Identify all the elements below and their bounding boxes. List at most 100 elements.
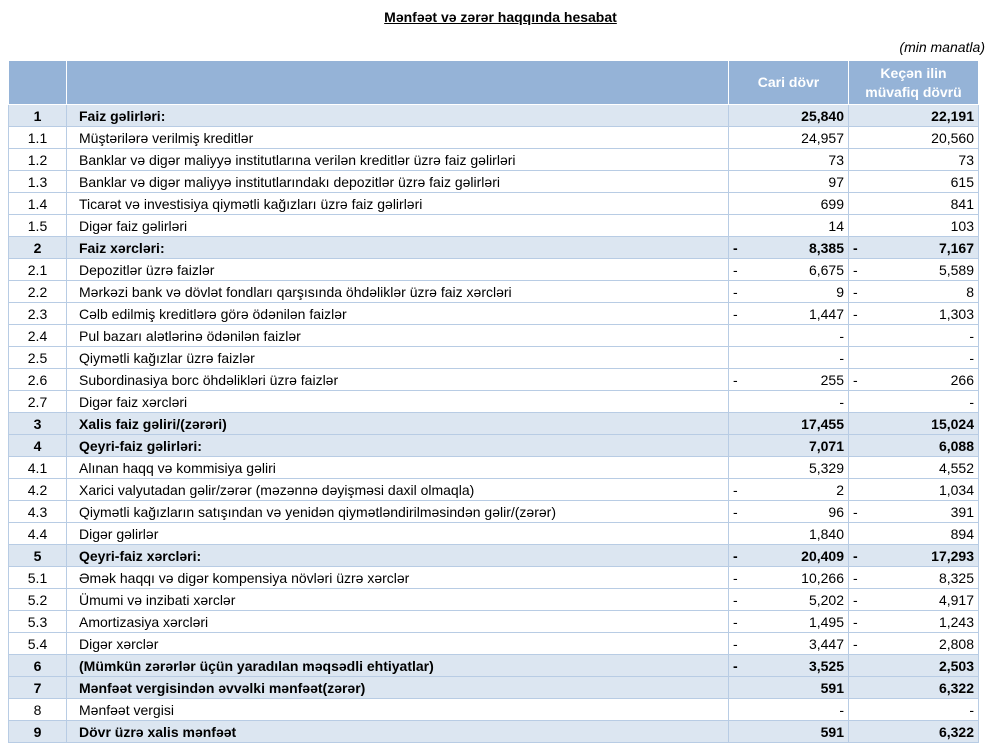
unit-note: (min manatla) [899,39,985,55]
amount-cell: 894 [848,522,979,545]
table-row: 2.6 Subordinasiya borc öhdəlikləri üzrə f… [8,368,979,391]
row-label: Xalis faiz gəliri/(zərəri) [66,412,729,435]
amount-cell: 103 [848,214,979,237]
amount: - [853,392,974,412]
sign: - [853,569,858,586]
table-row: 6 (Mümkün zərərlər üçün yaradılan məqsədl… [8,654,979,677]
value: 103 [950,217,974,234]
amount: - 8,385 [733,238,844,258]
amount: 103 [853,216,974,236]
report-title: Mənfəət və zərər haqqında hesabat [384,9,617,25]
amount: 1,840 [733,524,844,544]
table-row: 1.3 Banklar və digər maliyyə institutları… [8,170,979,193]
value: 22,191 [931,107,974,124]
row-label: Əmək haqqı və digər kompensiya növləri ü… [66,566,729,589]
amount: - 20,409 [733,546,844,566]
amount: - 17,293 [853,546,974,566]
value: 15,024 [931,415,974,432]
amount: 73 [853,150,974,170]
amount: - [733,326,844,346]
amount-cell: -9 [728,280,849,303]
sign: - [733,261,738,278]
amount: - 266 [853,370,974,390]
row-number: 9 [8,720,67,743]
table-row: 5.4 Digər xərclər -3,447-2,808 [8,632,979,655]
value: 10,266 [801,569,844,586]
row-label: Müştərilərə verilmiş kreditlər [66,126,729,149]
table-row: 4.1 Alınan haqq və kommisiya gəliri 5,329 4… [8,456,979,479]
value: 1,243 [938,613,974,630]
amount-cell: 6,088 [848,434,979,457]
amount: -8 [853,282,974,302]
row-number: 2.4 [8,324,67,347]
row-number: 5.3 [8,610,67,633]
amount-cell: - 8,385 [728,236,849,259]
amount-cell: 97 [728,170,849,193]
table-row: 2.5 Qiymətli kağızlar üzrə faizlər - - [8,346,979,369]
amount-cell: -2 [728,478,849,501]
sign: - [733,657,738,674]
amount: 6,322 [853,678,974,698]
amount-cell: - [848,346,979,369]
row-label: Ümumi və inzibati xərclər [66,588,729,611]
value: 6,322 [938,723,974,740]
value: 2,503 [938,657,974,674]
row-label: Xarici valyutadan gəlir/zərər (məzənnə d… [66,478,729,501]
row-label: Mərkəzi bank və dövlət fondları qarşısın… [66,280,729,303]
row-number: 5.2 [8,588,67,611]
amount: 6,088 [853,436,974,456]
amount-cell: 25,840 [728,104,849,127]
amount: 22,191 [853,106,974,126]
amount-cell: - 3,525 [728,654,849,677]
amount: 5,329 [733,458,844,478]
table-row: 5 Qeyri-faiz xərcləri: -20,409-17,293 [8,544,979,567]
table-row: 7 Mənfəət vergisindən əvvəlki mənfəət(zər… [8,676,979,699]
row-number: 1.3 [8,170,67,193]
row-number: 2.2 [8,280,67,303]
amount: - [853,348,974,368]
amount: - 5,202 [733,590,844,610]
amount: 591 [733,722,844,742]
value: 255 [820,371,844,388]
amount-cell: 1,840 [728,522,849,545]
row-label: Faiz xərcləri: [66,236,729,259]
amount: - 3,447 [733,634,844,654]
amount-cell: 5,329 [728,456,849,479]
row-number: 4.2 [8,478,67,501]
row-label: Qiymətli kağızların satışından və yenidə… [66,500,729,523]
amount-cell: - 8,325 [848,566,979,589]
amount-cell: - 17,293 [848,544,979,567]
amount: 24,957 [733,128,844,148]
row-number: 2.5 [8,346,67,369]
row-label: Digər xərclər [66,632,729,655]
amount-cell: 6,322 [848,720,979,743]
amount: 17,455 [733,414,844,434]
amount: 15,024 [853,414,974,434]
amount: - 8,325 [853,568,974,588]
table-row: 1.5 Digər faiz gəlirləri 14 103 [8,214,979,237]
value: 96 [828,503,844,520]
sign: - [853,635,858,652]
row-number: 4.4 [8,522,67,545]
amount-cell: - 2,808 [848,632,979,655]
value: 1,840 [808,525,844,542]
amount: - 7,167 [853,238,974,258]
amount-cell: - 6,675 [728,258,849,281]
value: - [839,701,844,718]
value: 4,917 [938,591,974,608]
sign: - [733,503,738,520]
amount: - 6,675 [733,260,844,280]
value: 1,447 [808,305,844,322]
value: 8 [966,283,974,300]
sign: - [853,503,858,520]
table-row: 2.7 Digər faiz xərcləri - - [8,390,979,413]
amount-cell: 15,024 [848,412,979,435]
value: 17,293 [931,547,974,564]
amount: 25,840 [733,106,844,126]
amount: 894 [853,524,974,544]
amount-cell: 20,560 [848,126,979,149]
row-number: 8 [8,698,67,721]
header-cell [66,60,729,105]
value: - [969,393,974,410]
table-row: 4.3 Qiymətli kağızların satışından və yen… [8,500,979,523]
